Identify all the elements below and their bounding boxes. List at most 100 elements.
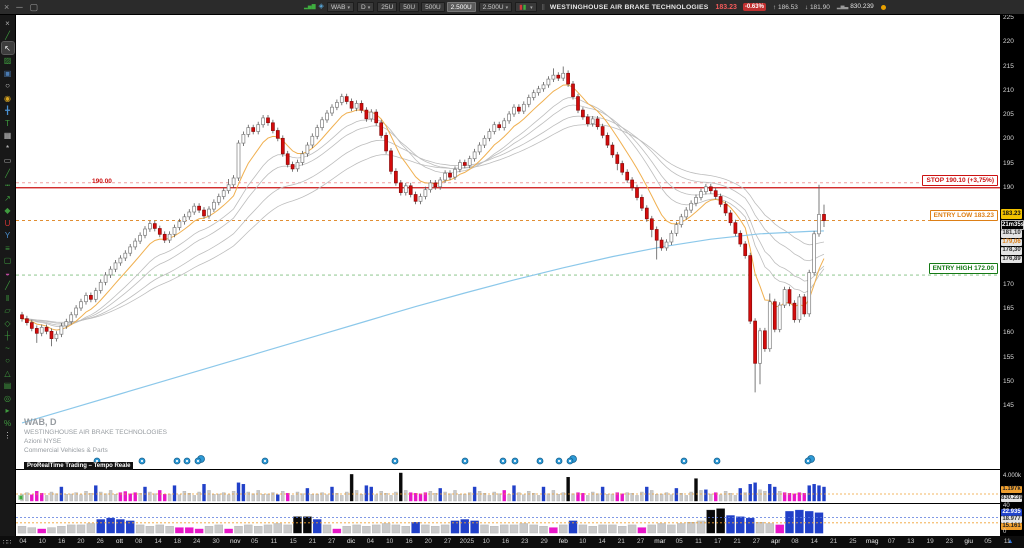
duplicate-tool-icon[interactable]: ▦ — [3, 131, 12, 140]
ellipse-tool-icon[interactable]: ○ — [5, 356, 10, 365]
triangle-tool-icon[interactable]: △ — [4, 368, 11, 378]
time-axis-label: 27 — [443, 538, 452, 545]
candle — [674, 224, 679, 234]
chart-style-button[interactable]: ▮▮ ▾ — [515, 2, 537, 12]
ma-value-badge: 178,30 — [1001, 247, 1022, 255]
indicator-bar — [480, 524, 489, 534]
more-tools-icon[interactable]: ⋮ — [3, 431, 12, 440]
candle — [285, 153, 290, 165]
price-axis[interactable]: 2252202152102052001951901751701651601551… — [1000, 14, 1024, 536]
restore-window-icon[interactable]: ▢ — [29, 2, 39, 12]
indicator-value-badge: 22.935 — [1001, 509, 1022, 516]
volume-bar — [718, 494, 723, 502]
stop-level-label[interactable]: STOP 190.10 (+3,75%) — [922, 174, 998, 186]
candle — [758, 330, 762, 364]
indicator-bar — [322, 524, 332, 534]
move-tool-icon[interactable]: ╋ — [5, 106, 10, 115]
indicator-bar — [677, 523, 686, 534]
minimize-window-icon[interactable]: ─ — [16, 2, 23, 12]
entry-high-level-label[interactable]: ENTRY HIGH 172.00 — [928, 263, 998, 275]
segment-tool-icon[interactable]: ╱ — [5, 168, 10, 178]
candle — [738, 232, 743, 245]
axis-overflow-icon[interactable]: ∷∷ — [3, 539, 12, 546]
unit-dropdown[interactable]: 2.500U ▾ — [478, 2, 513, 12]
channel-tool-icon[interactable]: ‖ — [5, 293, 10, 303]
market-status-icon — [880, 4, 886, 10]
unit-button-500U[interactable]: 500U — [421, 2, 445, 12]
volume-bar — [497, 493, 501, 502]
entry-low-level-label[interactable]: ENTRY LOW 183.23 — [929, 209, 998, 221]
volume-bar — [256, 490, 260, 502]
unit-button-2.500U[interactable]: 2.500U — [446, 2, 476, 12]
bar-countdown-badge: 21m35s — [1001, 220, 1024, 230]
time-axis-label: 11 — [695, 538, 702, 545]
candle — [251, 127, 256, 132]
indicator-bar — [66, 524, 76, 534]
horizontal-line-tool-icon[interactable]: ≡ — [5, 243, 10, 253]
parallelogram-tool-icon[interactable]: ▱ — [4, 306, 11, 315]
settings-tool-icon[interactable]: * — [5, 143, 10, 153]
indicator-bar — [686, 522, 696, 534]
fibonacci-tool-icon[interactable]: ◆ — [4, 206, 11, 215]
band-tool-icon[interactable]: ▤ — [3, 381, 12, 390]
unit-button-50U[interactable]: 50U — [399, 2, 420, 12]
volume-bar — [522, 494, 526, 502]
volume-bar — [305, 488, 310, 502]
trendline-tool-icon[interactable]: ╱ — [5, 31, 10, 40]
volume-bar — [566, 477, 570, 502]
mini-chart-icon[interactable]: ▂▅▇ — [304, 4, 316, 10]
crosshair-tool-icon[interactable]: ┼ — [4, 331, 11, 340]
scroll-to-latest-icon[interactable]: ▲ — [1007, 538, 1014, 545]
pane-settings-icon[interactable]: ▣ — [18, 495, 24, 501]
time-axis-label: 11 — [270, 538, 278, 545]
time-axis-label: 15 — [289, 538, 297, 545]
symbol-title: WAB, D — [24, 417, 57, 427]
event-marker-glyph — [683, 460, 685, 462]
volume-bar — [684, 495, 688, 502]
candle — [517, 106, 521, 112]
magnet-tool-icon[interactable]: U — [4, 218, 11, 228]
link-icon[interactable]: ◈ — [318, 3, 324, 10]
symbol-button[interactable]: WAB ▾ — [326, 2, 355, 12]
zoom-tool-icon[interactable]: ○ — [5, 81, 10, 90]
target-tool-icon[interactable]: ◎ — [4, 393, 11, 403]
percent-tool-icon[interactable]: % — [3, 418, 12, 428]
time-axis-label: 10 — [579, 538, 587, 545]
arrow-line-tool-icon[interactable]: ↗ — [4, 193, 11, 203]
color-wheel-icon[interactable]: ◒ — [5, 268, 10, 278]
timeframe-button[interactable]: D ▾ — [357, 2, 375, 12]
snapshot-tool-icon[interactable]: ▣ — [3, 68, 12, 78]
flag-tool-icon[interactable]: ▸ — [5, 406, 10, 415]
candle — [713, 190, 718, 197]
close-panel-icon[interactable]: × — [5, 18, 10, 28]
wave-tool-icon[interactable]: ~ — [5, 343, 10, 353]
cursor-tool-icon[interactable]: ↖ — [0, 41, 15, 55]
rectangle-tool-icon[interactable]: ▢ — [3, 256, 12, 265]
candle — [266, 117, 270, 124]
candle — [659, 239, 664, 249]
diamond-tool-icon[interactable]: ◇ — [4, 318, 11, 328]
candle — [207, 208, 211, 217]
candle — [458, 162, 462, 170]
alert-tool-icon[interactable]: ◉ — [4, 93, 11, 103]
candle — [733, 222, 738, 234]
dashed-line-tool-icon[interactable]: ┅ — [5, 181, 10, 190]
candle — [108, 268, 113, 276]
volume-bar — [625, 492, 629, 502]
ray-tool-icon[interactable]: ╱ — [5, 281, 10, 290]
time-axis[interactable]: ∷∷ ▲ 04 10 16 20 26 ott 08 14 18 24 30 nov 05 11 15 21 2… — [0, 536, 1024, 548]
close-window-icon[interactable]: × — [4, 2, 10, 12]
volume-bar — [340, 495, 344, 502]
candle — [408, 185, 413, 195]
unit-button-25U[interactable]: 25U — [377, 2, 398, 12]
candle — [423, 189, 428, 197]
volume-bar — [778, 491, 782, 502]
indicator-bar — [165, 526, 174, 534]
brush-tool-icon[interactable]: ▨ — [3, 56, 12, 65]
trash-tool-icon[interactable]: ▭ — [3, 156, 12, 165]
chevron-down-icon: ▾ — [347, 5, 351, 11]
price-axis-tick: 215 — [1003, 62, 1014, 70]
volume-bar — [359, 494, 364, 502]
text-tool-icon[interactable]: T — [5, 118, 10, 128]
pitchfork-tool-icon[interactable]: Y — [4, 231, 11, 240]
